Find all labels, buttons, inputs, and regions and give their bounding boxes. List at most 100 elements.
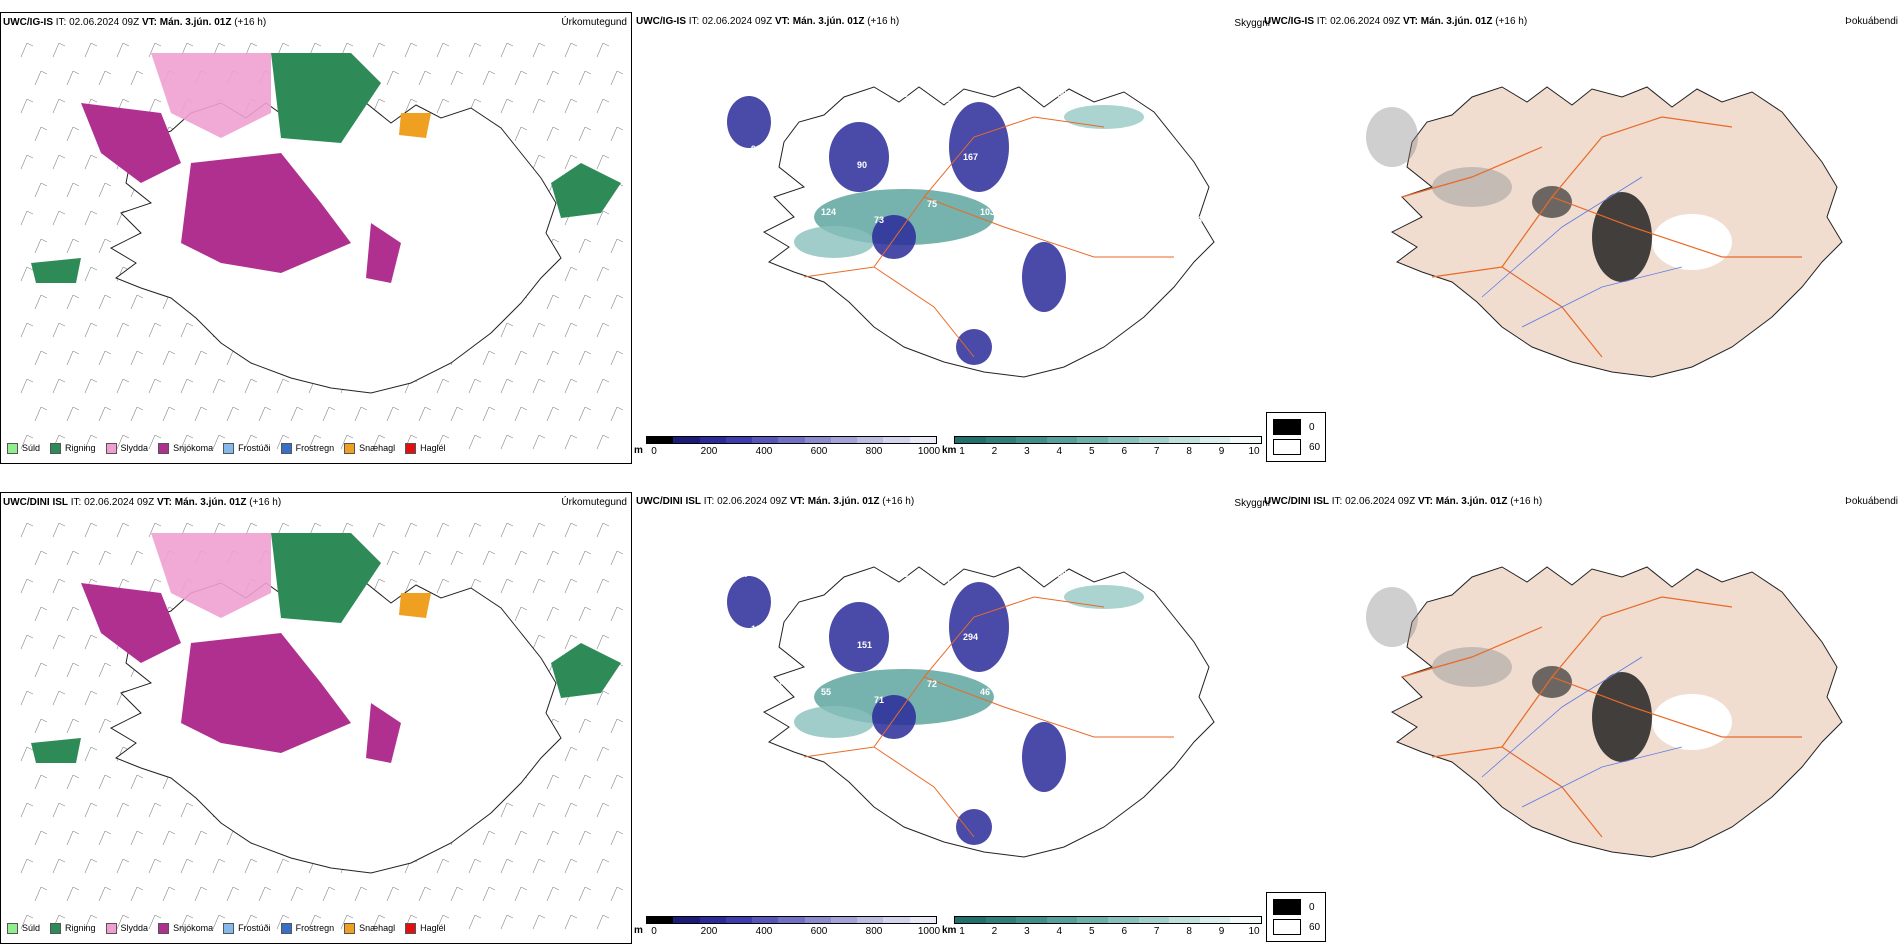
cloudbase-label: 168 <box>999 105 1014 115</box>
panel-name: Skyggni <box>1234 18 1270 29</box>
colorbar-tick: 1 <box>959 926 965 937</box>
colorbar-strip <box>954 916 1262 924</box>
cloudbase-label: 127 <box>946 577 961 587</box>
visibility-colorbar: km 1 2 3 4 5 6 7 8 9 10 <box>942 436 1264 464</box>
fog-legend: 0 60 <box>1266 412 1326 462</box>
legend-label: Snjókoma <box>173 923 214 933</box>
cloudbase-colorbar: m 0 200 400 600 800 1000 <box>634 916 940 944</box>
fog-legend-item: 60 <box>1273 439 1320 455</box>
panel-title: UWC/IG-IS IT: 02.06.2024 09Z VT: Mán. 3.… <box>1264 16 1528 27</box>
legend-label: Frostregn <box>295 923 335 933</box>
colorbar-tick: 1000 <box>917 446 941 457</box>
legend-item: Slydda <box>105 442 149 454</box>
legend-label: Haglél <box>420 443 446 453</box>
fog-legend-label: 60 <box>1309 921 1321 933</box>
colorbar-tick: 3 <box>1024 446 1030 457</box>
colorbar-tick: 4 <box>1056 446 1063 457</box>
colorbar-tick: 6 <box>1121 926 1127 937</box>
legend-label: Súld <box>22 443 41 453</box>
cloudbase-label: 86 <box>891 270 901 280</box>
cloudbase-label: 159 <box>1052 569 1067 579</box>
legend-swatch <box>344 442 356 454</box>
legend-label: Frostregn <box>295 443 335 453</box>
colorbar-tick: 2 <box>991 446 998 457</box>
fog-legend-item: 0 <box>1273 419 1315 435</box>
cloudbase-label: 59 <box>785 254 795 264</box>
cloudbase-label: 79 <box>804 152 814 162</box>
cloudbase-label: 63 <box>1033 215 1043 225</box>
cloudbase-label: 671 <box>910 624 925 634</box>
panel-name: Úrkomutegund <box>561 497 627 508</box>
fog-legend-swatch <box>1273 919 1301 935</box>
legend-swatch <box>280 922 292 934</box>
cloudbase-label: 72 <box>927 679 937 689</box>
panel-name: Þokuábendi <box>1845 16 1898 27</box>
colorbar-tick: 7 <box>1153 446 1160 457</box>
panel-name: Skyggni <box>1234 498 1270 509</box>
legend-item: Haglél <box>405 442 446 454</box>
cloudbase-label: 75 <box>927 199 937 209</box>
fog-legend-label: 60 <box>1309 441 1321 453</box>
cloudbase-label: 318 <box>1086 679 1101 689</box>
colorbar-strip <box>646 436 937 444</box>
colorbar-tick: 400 <box>755 926 773 937</box>
cloudbase-map: 99 112 153 120 584 168 180 118 155 93 79 90 160 167 18… <box>727 86 1215 378</box>
cloudbase-label: 27 <box>838 262 848 272</box>
legend-swatch <box>280 442 292 454</box>
cloudbase-label: 163 <box>787 577 802 587</box>
cloudbase-colorbar: m 0 200 400 600 800 1000 <box>634 436 941 464</box>
cloudbase-label: 107 <box>840 585 855 595</box>
legend-item: Frostúði <box>223 922 271 934</box>
cloudbase-label: 90 <box>857 160 867 170</box>
fog-legend-swatch <box>1273 439 1301 455</box>
legend-item: Frostregn <box>280 922 335 934</box>
cloudbase-label: 151 <box>857 640 872 650</box>
legend-item: Frostúði <box>223 442 271 454</box>
fog-map <box>1366 566 1843 858</box>
legend-label: Snæhagl <box>359 923 396 933</box>
precip-type-panel-bottom: UWC/DINI ISL IT: 02.06.2024 09Z VT: Mán.… <box>0 492 632 944</box>
colorbar-tick: 600 <box>810 926 828 937</box>
panel-title: UWC/DINI ISL IT: 02.06.2024 09Z VT: Mán.… <box>1264 496 1543 507</box>
legend-label: Rigning <box>65 923 96 933</box>
legend-label: Slydda <box>120 443 149 453</box>
legend-swatch <box>405 922 417 934</box>
fog-legend-swatch <box>1273 419 1301 435</box>
cloudbase-label: 241 <box>804 632 819 642</box>
fog-legend: 0 60 <box>1266 892 1326 942</box>
legend-swatch <box>105 922 117 934</box>
legend-item: Rigning <box>50 442 96 454</box>
colorbar-tick: 4 <box>1056 926 1063 937</box>
cloudbase-label: 189 <box>1158 585 1173 595</box>
legend-swatch <box>223 922 235 934</box>
panel-title: UWC/DINI ISL IT: 02.06.2024 09Z VT: Mán.… <box>636 496 915 507</box>
colorbar-tick: 0 <box>651 926 657 937</box>
legend-label: Haglél <box>420 923 446 933</box>
panel-name: Þokuábendi <box>1845 496 1898 507</box>
cloudbase-label: 181 <box>1016 160 1031 170</box>
cloudbase-label: 92 <box>1122 152 1132 162</box>
legend-item: Snæhagl <box>344 442 395 454</box>
cloudbase-label: 211 <box>1033 695 1048 705</box>
cloudbase-label: 788 <box>1069 624 1084 634</box>
cloudbase-label: 118 <box>1105 97 1120 107</box>
legend-label: Slydda <box>120 923 149 933</box>
cloudbase-label: 131 <box>768 679 783 689</box>
colorbar-tick: 10 <box>1248 926 1260 937</box>
precip-legend: Súld Rigning Slydda Snjókoma Frostúði Frostre… <box>1 437 631 459</box>
precip-type-panel-top: UWC/IG-IS IT: 02.06.2024 09Z VT: Mán. 3.… <box>0 12 632 464</box>
cloudbase-panel-top: UWC/IG-IS IT: 02.06.2024 09Z VT: Mán. 3.… <box>634 12 1270 464</box>
panel-title: UWC/DINI ISL IT: 02.06.2024 09Z VT: Mán.… <box>3 497 282 508</box>
cloudbase-label: 167 <box>963 152 978 162</box>
precip-map <box>20 522 624 930</box>
cloudbase-label: 93 <box>751 144 761 154</box>
colorbar-tick: 5 <box>1088 926 1095 937</box>
cloudbase-label: 93 <box>1192 215 1202 225</box>
cloudbase-label: 103 <box>980 207 995 217</box>
legend-swatch <box>7 922 18 934</box>
cloudbase-label: 55 <box>821 687 831 697</box>
colorbar-tick: 600 <box>810 446 828 457</box>
colorbar-tick: 1 <box>959 446 965 457</box>
legend-swatch <box>7 442 18 454</box>
cloudbase-label: 112 <box>787 97 802 107</box>
